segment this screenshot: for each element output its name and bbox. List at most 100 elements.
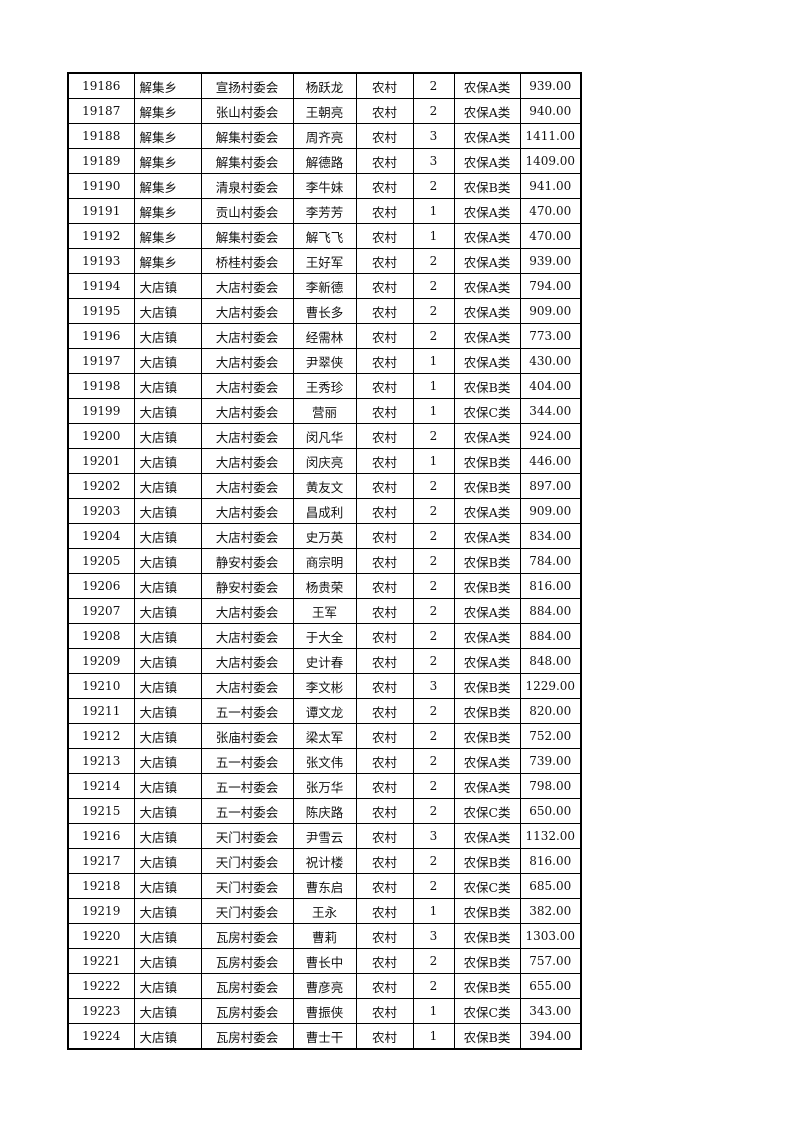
household-type-cell: 农村 <box>355 573 414 599</box>
person-name-cell: 曹长多 <box>292 298 357 324</box>
household-type-cell: 农村 <box>355 873 414 899</box>
village-committee-cell: 大店村委会 <box>200 623 294 649</box>
record-id-cell: 19187 <box>67 98 135 124</box>
insurance-category-cell: 农保C类 <box>453 873 521 899</box>
village-committee-cell: 大店村委会 <box>200 298 294 324</box>
record-id-cell: 19206 <box>67 573 135 599</box>
person-name-cell: 李文彬 <box>292 673 357 699</box>
member-count-cell: 2 <box>412 723 455 749</box>
insurance-category-cell: 农保C类 <box>453 398 521 424</box>
records-table: 19186 解集乡 宣扬村委会 杨跃龙 农村 2 农保A类 939.00 19187 解集乡 张山村… <box>67 72 582 1050</box>
member-count-cell: 2 <box>412 848 455 874</box>
amount-cell: 752.00 <box>519 723 582 749</box>
member-count-cell: 3 <box>412 148 455 174</box>
town-cell: 大店镇 <box>133 473 202 499</box>
table-row: 19220 大店镇 瓦房村委会 曹莉 农村 3 农保B类 1303.00 <box>67 923 582 949</box>
amount-cell: 757.00 <box>519 948 582 974</box>
person-name-cell: 李新德 <box>292 273 357 299</box>
village-committee-cell: 大店村委会 <box>200 348 294 374</box>
table-row: 19210 大店镇 大店村委会 李文彬 农村 3 农保B类 1229.00 <box>67 673 582 699</box>
person-name-cell: 曹士干 <box>292 1023 357 1050</box>
record-id-cell: 19204 <box>67 523 135 549</box>
household-type-cell: 农村 <box>355 373 414 399</box>
amount-cell: 909.00 <box>519 298 582 324</box>
household-type-cell: 农村 <box>355 273 414 299</box>
record-id-cell: 19186 <box>67 72 135 99</box>
table-row: 19200 大店镇 大店村委会 闵凡华 农村 2 农保A类 924.00 <box>67 423 582 449</box>
record-id-cell: 19217 <box>67 848 135 874</box>
village-committee-cell: 大店村委会 <box>200 523 294 549</box>
village-committee-cell: 大店村委会 <box>200 598 294 624</box>
member-count-cell: 1 <box>412 198 455 224</box>
table-row: 19224 大店镇 瓦房村委会 曹士干 农村 1 农保B类 394.00 <box>67 1023 582 1050</box>
amount-cell: 773.00 <box>519 323 582 349</box>
village-committee-cell: 五一村委会 <box>200 773 294 799</box>
person-name-cell: 梁太军 <box>292 723 357 749</box>
town-cell: 大店镇 <box>133 448 202 474</box>
table-row: 19188 解集乡 解集村委会 周齐亮 农村 3 农保A类 1411.00 <box>67 123 582 149</box>
village-committee-cell: 大店村委会 <box>200 423 294 449</box>
amount-cell: 1411.00 <box>519 123 582 149</box>
household-type-cell: 农村 <box>355 123 414 149</box>
record-id-cell: 19214 <box>67 773 135 799</box>
table-row: 19222 大店镇 瓦房村委会 曹彦亮 农村 2 农保B类 655.00 <box>67 973 582 999</box>
insurance-category-cell: 农保A类 <box>453 623 521 649</box>
village-committee-cell: 大店村委会 <box>200 648 294 674</box>
person-name-cell: 尹翠侠 <box>292 348 357 374</box>
record-id-cell: 19221 <box>67 948 135 974</box>
table-row: 19223 大店镇 瓦房村委会 曹振侠 农村 1 农保C类 343.00 <box>67 998 582 1024</box>
record-id-cell: 19197 <box>67 348 135 374</box>
member-count-cell: 2 <box>412 873 455 899</box>
table-row: 19219 大店镇 天门村委会 王永 农村 1 农保B类 382.00 <box>67 898 582 924</box>
table-row: 19197 大店镇 大店村委会 尹翠侠 农村 1 农保A类 430.00 <box>67 348 582 374</box>
record-id-cell: 19199 <box>67 398 135 424</box>
insurance-category-cell: 农保A类 <box>453 248 521 274</box>
village-committee-cell: 五一村委会 <box>200 698 294 724</box>
insurance-category-cell: 农保B类 <box>453 573 521 599</box>
person-name-cell: 尹雪云 <box>292 823 357 849</box>
person-name-cell: 曹莉 <box>292 923 357 949</box>
household-type-cell: 农村 <box>355 248 414 274</box>
household-type-cell: 农村 <box>355 148 414 174</box>
household-type-cell: 农村 <box>355 973 414 999</box>
insurance-category-cell: 农保A类 <box>453 273 521 299</box>
table-row: 19193 解集乡 桥桂村委会 王好军 农村 2 农保A类 939.00 <box>67 248 582 274</box>
town-cell: 解集乡 <box>133 248 202 274</box>
table-row: 19198 大店镇 大店村委会 王秀珍 农村 1 农保B类 404.00 <box>67 373 582 399</box>
member-count-cell: 3 <box>412 673 455 699</box>
amount-cell: 470.00 <box>519 223 582 249</box>
amount-cell: 404.00 <box>519 373 582 399</box>
town-cell: 解集乡 <box>133 148 202 174</box>
member-count-cell: 2 <box>412 948 455 974</box>
person-name-cell: 李牛妹 <box>292 173 357 199</box>
member-count-cell: 2 <box>412 973 455 999</box>
record-id-cell: 19189 <box>67 148 135 174</box>
village-committee-cell: 大店村委会 <box>200 323 294 349</box>
town-cell: 大店镇 <box>133 373 202 399</box>
insurance-category-cell: 农保B类 <box>453 898 521 924</box>
table-row: 19216 大店镇 天门村委会 尹雪云 农村 3 农保A类 1132.00 <box>67 823 582 849</box>
member-count-cell: 2 <box>412 698 455 724</box>
table-row: 19196 大店镇 大店村委会 经需林 农村 2 农保A类 773.00 <box>67 323 582 349</box>
village-committee-cell: 五一村委会 <box>200 798 294 824</box>
village-committee-cell: 解集村委会 <box>200 223 294 249</box>
insurance-category-cell: 农保A类 <box>453 773 521 799</box>
member-count-cell: 2 <box>412 773 455 799</box>
record-id-cell: 19219 <box>67 898 135 924</box>
insurance-category-cell: 农保A类 <box>453 423 521 449</box>
household-type-cell: 农村 <box>355 1023 414 1050</box>
member-count-cell: 2 <box>412 423 455 449</box>
insurance-category-cell: 农保A类 <box>453 198 521 224</box>
insurance-category-cell: 农保B类 <box>453 973 521 999</box>
record-id-cell: 19208 <box>67 623 135 649</box>
amount-cell: 834.00 <box>519 523 582 549</box>
member-count-cell: 2 <box>412 798 455 824</box>
amount-cell: 382.00 <box>519 898 582 924</box>
member-count-cell: 2 <box>412 548 455 574</box>
village-committee-cell: 五一村委会 <box>200 748 294 774</box>
insurance-category-cell: 农保A类 <box>453 598 521 624</box>
table-body: 19186 解集乡 宣扬村委会 杨跃龙 农村 2 农保A类 939.00 19187 解集乡 张山村… <box>67 72 582 1050</box>
household-type-cell: 农村 <box>355 348 414 374</box>
member-count-cell: 3 <box>412 923 455 949</box>
record-id-cell: 19223 <box>67 998 135 1024</box>
